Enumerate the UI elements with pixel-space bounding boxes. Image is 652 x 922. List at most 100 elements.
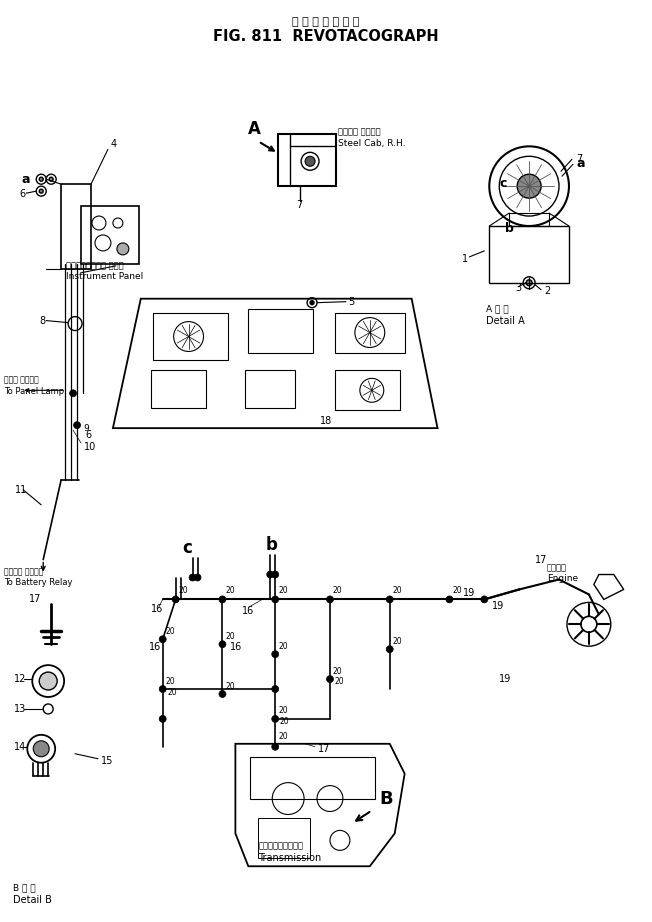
- Polygon shape: [594, 574, 624, 599]
- Text: Steel Cab, R.H.: Steel Cab, R.H.: [338, 139, 406, 148]
- Text: 3: 3: [515, 283, 522, 293]
- Text: a: a: [577, 157, 585, 170]
- Text: 17: 17: [535, 554, 548, 564]
- Circle shape: [70, 390, 76, 396]
- Text: 20: 20: [278, 706, 288, 715]
- Circle shape: [39, 177, 43, 182]
- Text: A 詳 細: A 詳 細: [486, 304, 509, 313]
- Text: 20: 20: [333, 667, 342, 676]
- Circle shape: [446, 596, 453, 603]
- Text: バッテリ リレーヘ: バッテリ リレーヘ: [5, 567, 44, 576]
- Text: レ ボ タ コ グ ラ フ: レ ボ タ コ グ ラ フ: [292, 17, 360, 27]
- Circle shape: [49, 177, 53, 182]
- Text: FIG. 811  REVOTACOGRAPH: FIG. 811 REVOTACOGRAPH: [213, 30, 439, 44]
- Text: ステール キャブ右: ステール キャブ右: [338, 127, 381, 136]
- Circle shape: [272, 596, 278, 603]
- Circle shape: [272, 743, 278, 751]
- Text: 1: 1: [462, 254, 469, 264]
- Text: B: B: [379, 789, 393, 808]
- Text: 16: 16: [243, 607, 255, 616]
- Circle shape: [159, 715, 166, 722]
- Text: 16: 16: [151, 604, 163, 614]
- Text: 6: 6: [85, 430, 91, 440]
- Text: B 詳 細: B 詳 細: [13, 883, 36, 892]
- Text: 19: 19: [499, 674, 512, 684]
- Circle shape: [272, 651, 278, 657]
- Circle shape: [39, 672, 57, 690]
- Text: A: A: [248, 121, 261, 138]
- Text: 20: 20: [278, 642, 288, 651]
- Circle shape: [526, 279, 532, 286]
- Text: 20: 20: [333, 586, 342, 595]
- Text: 20: 20: [335, 677, 345, 686]
- Text: 2: 2: [544, 286, 550, 296]
- Text: インスツルメント パネル: インスツルメント パネル: [66, 261, 124, 270]
- Text: Instrument Panel: Instrument Panel: [66, 272, 143, 281]
- Text: 16: 16: [149, 643, 161, 652]
- Circle shape: [219, 596, 226, 603]
- Circle shape: [272, 571, 278, 578]
- Text: b: b: [265, 536, 277, 553]
- Circle shape: [219, 641, 226, 647]
- Text: 20: 20: [278, 732, 288, 741]
- Text: 19: 19: [492, 601, 505, 611]
- Text: Detail B: Detail B: [13, 895, 52, 905]
- Circle shape: [159, 686, 166, 692]
- Circle shape: [517, 174, 541, 198]
- Text: a: a: [22, 172, 30, 185]
- Text: 17: 17: [29, 595, 42, 605]
- Text: 5: 5: [348, 297, 354, 307]
- Text: To Battery Relay: To Battery Relay: [5, 578, 73, 587]
- Circle shape: [305, 157, 315, 166]
- Circle shape: [386, 645, 393, 653]
- Text: b: b: [505, 222, 514, 235]
- Text: パネル ランプヘ: パネル ランプヘ: [5, 376, 39, 384]
- Circle shape: [194, 574, 201, 581]
- Text: Engine: Engine: [547, 574, 578, 583]
- Text: エンジン: エンジン: [547, 563, 567, 572]
- Text: To Panel Lamp: To Panel Lamp: [5, 387, 65, 396]
- Circle shape: [272, 686, 278, 692]
- Circle shape: [219, 691, 226, 697]
- Circle shape: [189, 574, 196, 581]
- Text: 20: 20: [166, 677, 175, 686]
- Circle shape: [272, 715, 278, 722]
- Text: 10: 10: [84, 442, 96, 452]
- Text: 20: 20: [168, 688, 177, 696]
- Text: 7: 7: [296, 200, 303, 210]
- Text: 20: 20: [393, 586, 402, 595]
- Circle shape: [172, 596, 179, 603]
- Text: 20: 20: [226, 586, 235, 595]
- Text: 6: 6: [20, 189, 25, 199]
- Text: 4: 4: [111, 139, 117, 149]
- Text: 18: 18: [320, 416, 333, 426]
- Text: トランスミッション: トランスミッション: [258, 842, 303, 851]
- Text: 11: 11: [16, 485, 27, 495]
- Text: 15: 15: [101, 756, 113, 765]
- Text: 20: 20: [166, 627, 175, 636]
- Text: 20: 20: [278, 586, 288, 595]
- Text: 7: 7: [576, 154, 582, 164]
- Text: 19: 19: [464, 588, 476, 598]
- Text: 20: 20: [452, 586, 462, 595]
- Circle shape: [267, 571, 274, 578]
- Text: 13: 13: [14, 703, 27, 714]
- Text: 20: 20: [226, 681, 235, 691]
- Text: 17: 17: [318, 744, 331, 754]
- Text: c: c: [183, 538, 192, 557]
- Circle shape: [327, 596, 333, 603]
- Circle shape: [159, 636, 166, 643]
- Text: 12: 12: [14, 674, 27, 684]
- Text: 9: 9: [83, 423, 89, 432]
- Text: 20: 20: [226, 632, 235, 641]
- Text: Transmission: Transmission: [258, 853, 321, 863]
- Text: 16: 16: [230, 643, 243, 652]
- Text: Detail A: Detail A: [486, 315, 525, 325]
- Circle shape: [74, 421, 81, 429]
- Text: c: c: [499, 177, 507, 190]
- Circle shape: [310, 301, 314, 304]
- Text: 14: 14: [14, 742, 27, 751]
- Circle shape: [39, 189, 43, 193]
- Circle shape: [481, 596, 488, 603]
- Text: 8: 8: [39, 315, 46, 325]
